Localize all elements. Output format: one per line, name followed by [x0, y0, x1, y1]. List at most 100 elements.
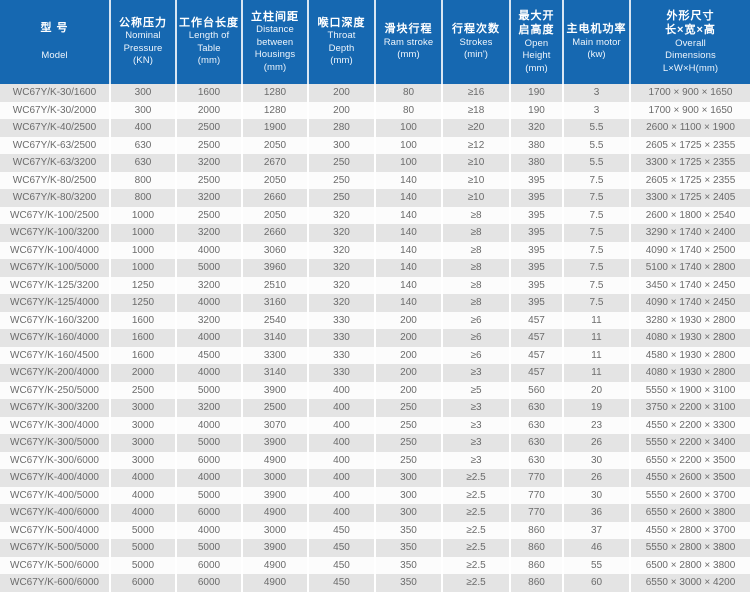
throat-depth-cell: 330 [307, 311, 375, 329]
throat-depth-cell: 450 [307, 539, 375, 557]
model-cell: WC67Y/K-160/3200 [0, 311, 110, 329]
open-height-cell: 457 [509, 364, 563, 382]
table-row: WC67Y/K-500/4000 5000 4000 3000 450 350 ≥2.5 86… [0, 521, 750, 539]
header-label-zh: 型 号 [40, 22, 69, 35]
open-height-cell: 190 [509, 101, 563, 119]
main-motor-cell: 7.5 [562, 189, 630, 207]
header-label-en: (mm) [330, 55, 353, 67]
model-cell: WC67Y/K-125/4000 [0, 294, 110, 312]
header-label-en: Throat [327, 30, 356, 42]
table-length-cell: 3200 [175, 154, 242, 172]
strokes-cell: ≥2.5 [441, 539, 510, 557]
header-label-en: between [256, 36, 294, 48]
ram-stroke-cell: 140 [374, 294, 442, 312]
table-row: WC67Y/K-160/4500 1600 4500 3300 330 200 ≥6 457 1… [0, 346, 750, 364]
open-height-cell: 860 [509, 556, 563, 574]
throat-depth-cell: 320 [307, 276, 375, 294]
throat-depth-cell: 320 [307, 241, 375, 259]
nominal-pressure-cell: 800 [109, 189, 176, 207]
model-cell: WC67Y/K-160/4000 [0, 329, 110, 347]
strokes-cell: ≥12 [441, 136, 510, 154]
header-label-en: (mm) [263, 61, 287, 73]
model-cell: WC67Y/K-500/5000 [0, 539, 110, 557]
table-length-cell: 5000 [175, 539, 242, 557]
throat-depth-cell: 280 [307, 119, 375, 137]
header-label-en: Pressure [123, 42, 163, 54]
housing-distance-cell: 3000 [241, 469, 308, 487]
nominal-pressure-cell: 3000 [109, 399, 176, 417]
open-height-cell: 380 [509, 136, 563, 154]
throat-depth-cell: 250 [307, 189, 375, 207]
table-length-cell: 4500 [175, 346, 242, 364]
main-motor-cell: 11 [562, 364, 630, 382]
header-label-zh: 喉口深度 [317, 17, 366, 30]
main-motor-cell: 30 [562, 486, 630, 504]
main-motor-cell: 7.5 [562, 241, 630, 259]
ram-stroke-cell: 140 [374, 259, 442, 277]
main-motor-cell: 7.5 [562, 294, 630, 312]
open-height-cell: 395 [509, 294, 563, 312]
main-motor-cell: 11 [562, 346, 630, 364]
nominal-pressure-cell: 1600 [109, 311, 176, 329]
overall-dimensions-cell: 1700 × 900 × 1650 [629, 84, 750, 102]
open-height-cell: 395 [509, 241, 563, 259]
overall-dimensions-cell: 5100 × 1740 × 2800 [629, 259, 750, 277]
open-height-cell: 860 [509, 521, 563, 539]
nominal-pressure-cell: 5000 [109, 539, 176, 557]
ram-stroke-cell: 200 [374, 311, 442, 329]
header-label-zh: 最大开 [518, 9, 555, 22]
nominal-pressure-cell: 300 [109, 84, 176, 102]
ram-stroke-cell: 350 [374, 556, 442, 574]
overall-dimensions-cell: 4550 × 2200 × 3300 [629, 416, 750, 434]
housing-distance-cell: 3900 [241, 539, 308, 557]
table-length-cell: 5000 [175, 381, 242, 399]
model-cell: WC67Y/K-250/5000 [0, 381, 110, 399]
table-row: WC67Y/K-160/3200 1600 3200 2540 330 200 ≥6 457 1… [0, 311, 750, 329]
table-row: WC67Y/K-500/5000 5000 5000 3900 450 350 ≥2.5 86… [0, 539, 750, 557]
throat-depth-cell: 450 [307, 521, 375, 539]
ram-stroke-cell: 350 [374, 574, 442, 592]
table-row: WC67Y/K-100/3200 1000 3200 2660 320 140 ≥8 395 7… [0, 224, 750, 242]
header-label-zh: 公称压力 [119, 17, 167, 30]
table-row: WC67Y/K-125/4000 1250 4000 3160 320 140 ≥8 395 7… [0, 294, 750, 312]
open-height-cell: 395 [509, 171, 563, 189]
ram-stroke-cell: 200 [374, 346, 442, 364]
open-height-cell: 630 [509, 416, 563, 434]
table-length-cell: 3200 [175, 399, 242, 417]
header-label-en: (mm) [525, 62, 548, 74]
housing-distance-cell: 2510 [241, 276, 308, 294]
throat-depth-cell: 250 [307, 154, 375, 172]
ram-stroke-cell: 250 [374, 434, 442, 452]
main-motor-cell: 7.5 [562, 276, 630, 294]
overall-dimensions-cell: 5550 × 1900 × 3100 [629, 381, 750, 399]
nominal-pressure-cell: 1600 [109, 346, 176, 364]
table-row: WC67Y/K-80/2500 800 2500 2050 250 140 ≥10 395 7.… [0, 171, 750, 189]
nominal-pressure-cell: 3000 [109, 434, 176, 452]
overall-dimensions-cell: 2605 × 1725 × 2355 [629, 171, 750, 189]
overall-dimensions-cell: 4080 × 1930 × 2800 [629, 364, 750, 382]
table-row: WC67Y/K-63/3200 630 3200 2670 250 100 ≥10 380 5.… [0, 154, 750, 172]
nominal-pressure-cell: 1000 [109, 259, 176, 277]
overall-dimensions-cell: 4580 × 1930 × 2800 [629, 346, 750, 364]
table-row: WC67Y/K-500/6000 5000 6000 4900 450 350 ≥2.5 86… [0, 556, 750, 574]
table-length-cell: 6000 [175, 451, 242, 469]
housing-distance-cell: 2050 [241, 171, 308, 189]
table-length-cell: 2500 [175, 206, 242, 224]
table-row: WC67Y/K-300/3200 3000 3200 2500 400 250 ≥3 630 1… [0, 399, 750, 417]
nominal-pressure-cell: 800 [109, 171, 176, 189]
ram-stroke-cell: 250 [374, 451, 442, 469]
open-height-cell: 770 [509, 504, 563, 522]
overall-dimensions-cell: 3290 × 1740 × 2400 [629, 224, 750, 242]
model-cell: WC67Y/K-63/3200 [0, 154, 110, 172]
model-cell: WC67Y/K-63/2500 [0, 136, 110, 154]
table-row: WC67Y/K-300/5000 3000 5000 3900 400 250 ≥3 630 2… [0, 434, 750, 452]
header-label-zh: 行程次数 [452, 23, 500, 36]
housing-distance-cell: 2660 [241, 189, 308, 207]
housing-distance-cell: 3900 [241, 381, 308, 399]
throat-depth-cell: 320 [307, 224, 375, 242]
housing-distance-cell: 3900 [241, 434, 308, 452]
table-row: WC67Y/K-250/5000 2500 5000 3900 400 200 ≥5 560 2… [0, 381, 750, 399]
header-label-zh: 工作台长度 [179, 17, 239, 30]
throat-depth-cell: 400 [307, 381, 375, 399]
throat-depth-cell: 330 [307, 346, 375, 364]
